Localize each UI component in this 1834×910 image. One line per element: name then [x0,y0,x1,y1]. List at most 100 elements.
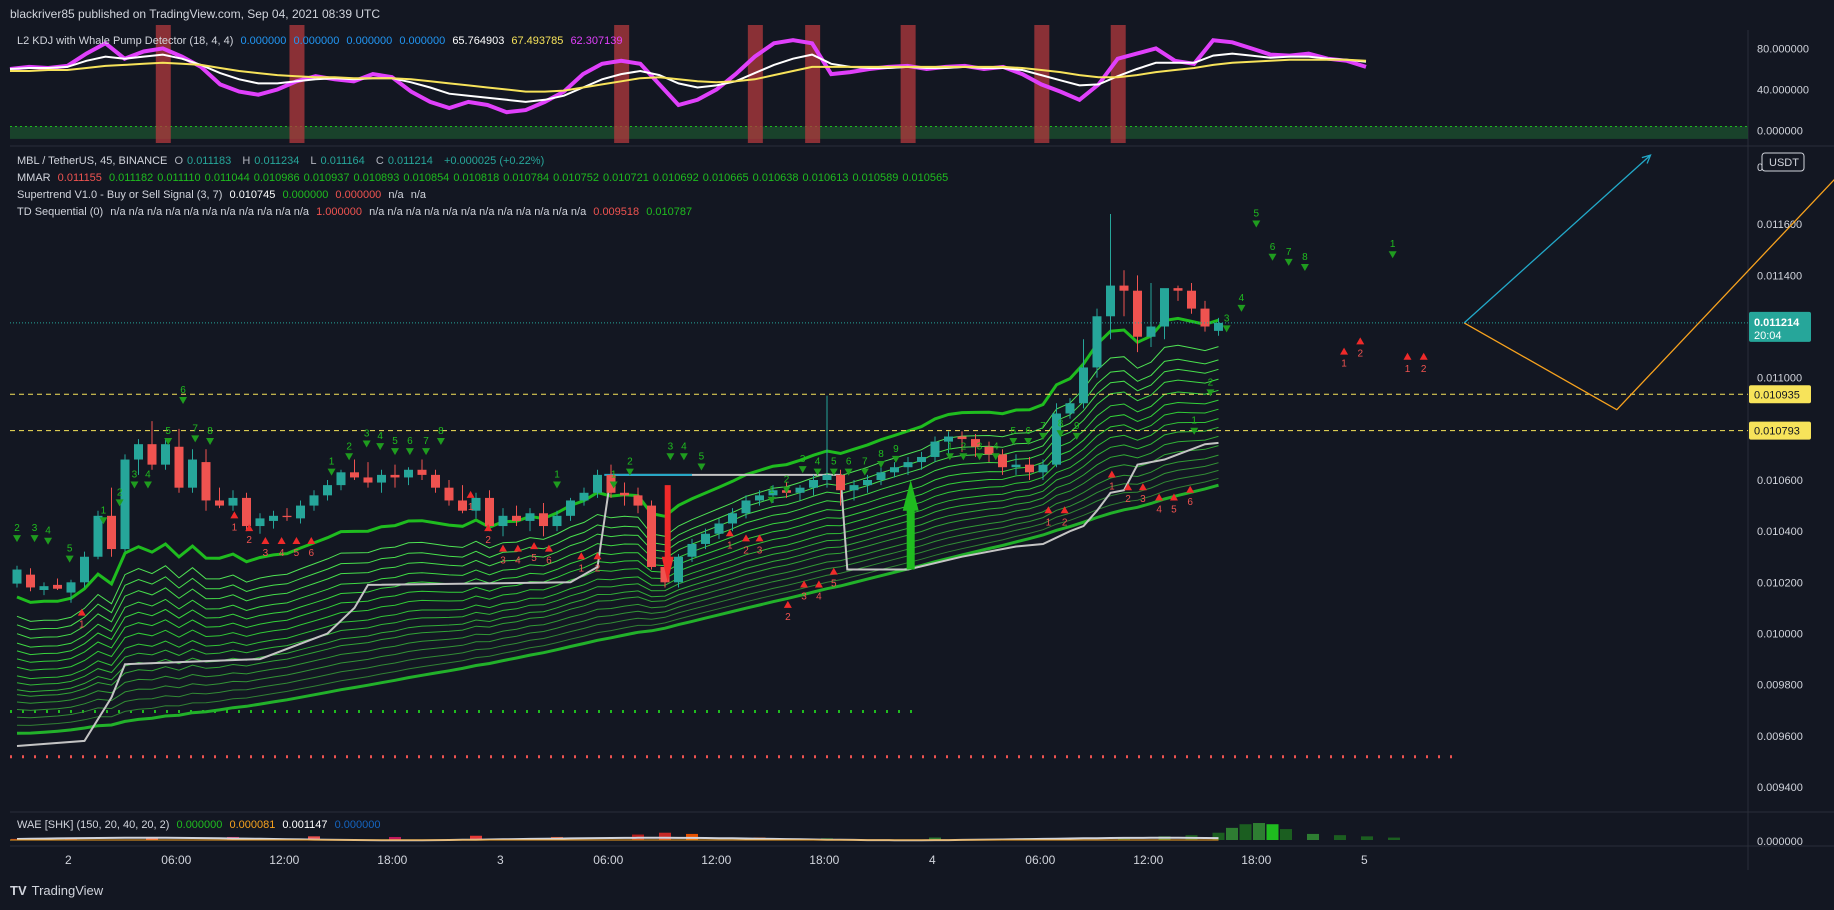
mmar-ribbon-line [16,408,1219,671]
candle-body [215,500,224,506]
mmar-ribbon-line [16,462,1219,711]
wae-value: 0.001147 [282,819,328,831]
td-buy-setup-icon [1419,352,1428,360]
td-count-label: 4 [993,441,999,452]
price-axis-tick: 0.010200 [1757,577,1803,589]
td-count-label: 5 [831,579,837,590]
td-count-label: 2 [346,441,352,452]
td-count-label: 1 [1191,416,1197,427]
candle-body [1106,285,1115,317]
mmar-ribbon-line [16,426,1219,686]
mmar-value: 0.010589 [852,172,899,184]
wae-histogram-bar [470,835,482,840]
candle-body [863,480,872,486]
candle-body [282,515,292,518]
td-sell-setup-icon [65,555,74,563]
td-count-label: 2 [627,457,633,468]
td-count-label: 5 [699,452,705,463]
td-buy-setup-icon [530,542,539,550]
candle-body [660,566,670,583]
td-sell-setup-icon [891,455,900,463]
td-sell-setup-icon [206,437,215,445]
wae-histogram-bar [1212,832,1225,840]
td-sell-setup-icon [1252,220,1261,228]
td-count-label: 5 [392,436,398,447]
td-count-label: 3 [757,545,763,556]
td-count-label: 2 [1062,517,1068,528]
td-count-label: 5 [1011,426,1017,437]
candle-body [1038,464,1048,473]
td-buy-setup-icon [814,580,823,588]
candle-body [1079,367,1088,404]
td-buy-setup-icon [513,544,522,552]
candle-body [1133,290,1142,337]
td-count-label: 2 [1125,494,1131,505]
td-buy-setup-icon [544,544,553,552]
td-buy-setup-icon [466,490,475,498]
projection-arrow-icon [1641,154,1652,164]
td-count-label: 1 [329,457,335,468]
whale-pump-column [747,25,763,143]
candle-body [620,492,629,496]
td-buy-setup-icon [725,529,734,537]
td-sequential-legend[interactable]: TD Sequential (0) n/a n/a n/a n/a n/a n/… [17,204,696,220]
supertrend-value: 0.010745 [229,189,276,201]
symbol-name: MBL / TetherUS, 45, BINANCE [17,155,168,167]
supertrend-value: n/a [388,189,404,201]
candle-body [957,436,967,440]
td-sell-setup-icon [1206,389,1215,397]
price-axis-tick: 0.011000 [1757,373,1802,385]
td-count-label: 3 [1140,494,1146,505]
td-buy-setup-icon [1060,506,1069,514]
price-change: +0.000025 (+0.22%) [443,155,545,167]
td-count-label: 2 [595,563,601,574]
time-axis-tick: 18:00 [1241,853,1271,867]
sell-signal-arrow-icon [661,485,674,583]
td-sell-setup-icon [115,499,124,507]
candle-body [228,497,238,506]
candle-body [404,469,413,478]
candle-body [944,436,953,442]
td-count-label: 6 [546,556,552,567]
td-sell-setup-icon [945,453,954,461]
candle-body [876,472,886,480]
td-sell-setup-icon [327,468,336,476]
td-count-label: 4 [279,548,285,559]
candle-body [1119,285,1129,291]
td-count-label: 2 [961,441,967,452]
td-sell-setup-icon [436,437,445,445]
candle-body [120,459,130,550]
supertrend-legend[interactable]: Supertrend V1.0 - Buy or Sell Signal (3,… [17,187,430,203]
kdj-axis-tick: 40.000000 [1757,85,1809,97]
mmar-value: 0.010692 [652,172,699,184]
td-sell-setup-icon [44,537,53,545]
mmar-value: 0.010565 [902,172,949,184]
td-count-label: 2 [485,535,491,546]
kdj-legend[interactable]: L2 KDJ with Whale Pump Detector (18, 4, … [17,33,626,49]
td-count-label: 1 [1341,359,1347,370]
td-count-label: 2 [14,523,20,534]
kdj-series-line [9,52,1367,103]
price-axis-tick: 0.011400 [1757,270,1802,282]
candle-body [363,477,373,483]
ohlc-close: 0.011214 [387,155,433,167]
candle-body [539,513,548,527]
mmar-ribbon-line [16,358,1219,631]
buy-signal-arrow-icon [902,480,919,570]
td-sell-setup-icon [991,453,1000,461]
wae-legend[interactable]: WAE [SHK] (150, 20, 40, 20, 2) 0.000000 … [17,817,384,833]
time-axis-tick: 06:00 [161,853,191,867]
td-sell-setup-icon [829,468,838,476]
candle-body [66,582,76,593]
td-count-label: 1 [101,505,107,516]
kdj-legend-value: 0.000000 [399,35,446,47]
mmar-legend[interactable]: MMAR 0.011155 0.011182 0.011110 0.011044 0.… [17,170,956,186]
td-sell-setup-icon [405,448,414,456]
candle-body [552,515,562,527]
td-count-label: 5 [531,553,537,564]
footer-brand[interactable]: TV TradingView [10,883,103,898]
candle-body [998,454,1007,468]
candle-body [836,474,845,491]
